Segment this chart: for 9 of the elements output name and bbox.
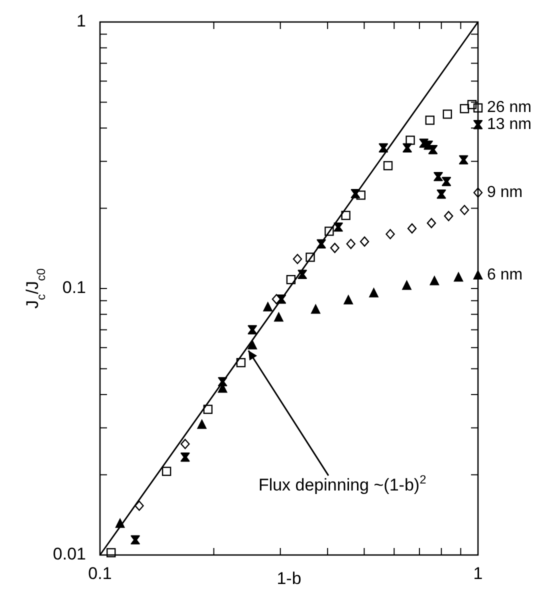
series-label: 9 nm <box>487 184 523 201</box>
legend-label: 13 nm <box>487 116 532 133</box>
series-label: 6 nm <box>487 266 523 284</box>
y-tick-label: 0.1 <box>62 278 86 297</box>
y-tick-label: 0.01 <box>52 544 86 564</box>
y-tick-label: 1 <box>76 11 86 30</box>
x-axis-title: 1-b <box>276 569 302 588</box>
annotation: Flux depinning ~(1-b)$^{2}$ <box>258 472 427 495</box>
legend-label: 26 nm <box>487 99 532 116</box>
